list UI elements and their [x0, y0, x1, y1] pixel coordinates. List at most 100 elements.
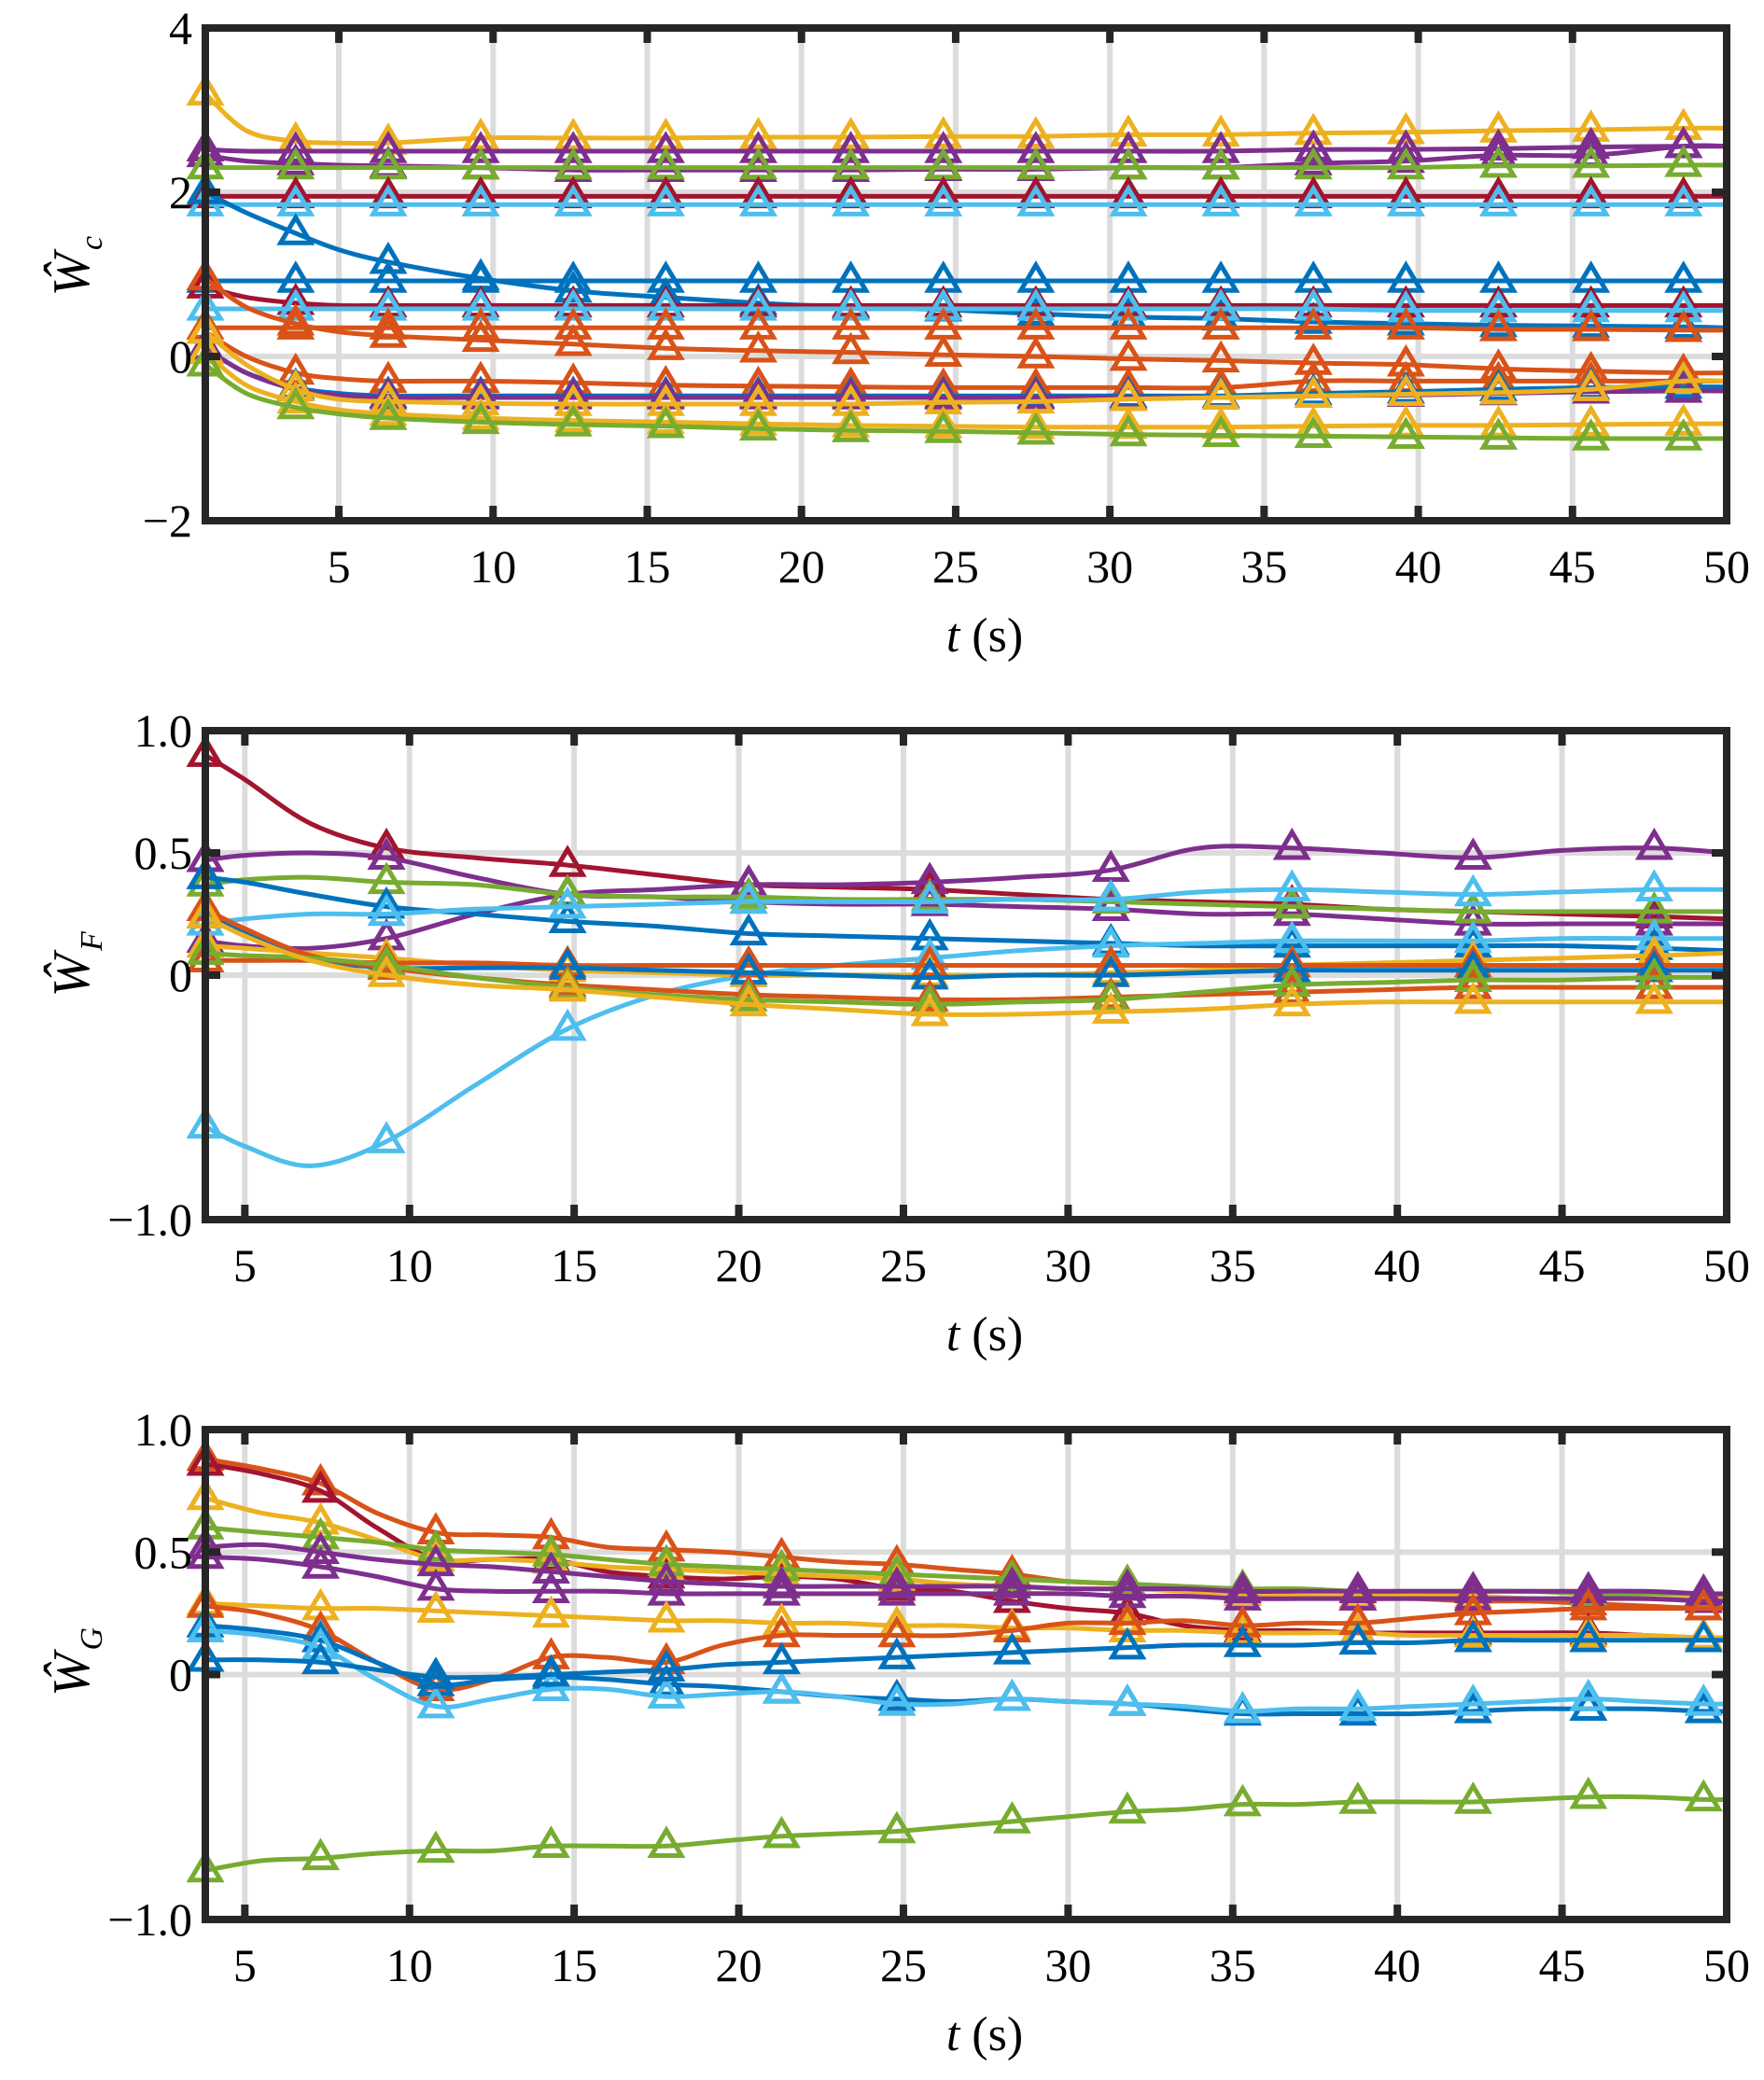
marker-triangle — [1386, 140, 1425, 174]
marker-triangle — [1478, 405, 1519, 438]
marker-triangle — [553, 270, 593, 303]
x-tick-label: 30 — [1044, 1239, 1091, 1291]
series-line-blue-2 — [203, 1638, 1727, 1681]
marker-triangle — [553, 384, 593, 416]
series-line-orange-1 — [203, 275, 1727, 376]
marker-triangle — [531, 1533, 570, 1567]
marker-triangle — [832, 331, 871, 365]
marker-triangle — [1453, 873, 1492, 907]
marker-triangle — [1572, 404, 1611, 437]
marker-triangle — [1453, 1578, 1492, 1611]
x-tick-label: 50 — [1703, 1239, 1750, 1291]
marker-triangle — [461, 288, 500, 321]
series-line-purple-1 — [203, 1542, 1727, 1597]
marker-triangle — [367, 893, 406, 927]
marker-triangle — [416, 1656, 455, 1689]
marker-triangle — [910, 979, 949, 1012]
marker-triangle — [1294, 375, 1333, 408]
marker-triangle — [992, 1678, 1031, 1711]
marker-triangle — [1294, 129, 1333, 161]
series-line-lightblue-2 — [203, 306, 1727, 314]
marker-triangle — [1294, 288, 1333, 321]
marker-triangle — [301, 1626, 341, 1660]
x-tick-label: 5 — [233, 1239, 257, 1291]
marker-triangle — [729, 913, 768, 946]
marker-triangle — [416, 1529, 455, 1562]
marker-triangle — [1223, 1605, 1262, 1638]
marker-triangle — [924, 184, 963, 216]
marker-triangle — [1664, 289, 1703, 323]
marker-triangle — [924, 116, 963, 148]
marker-triangle — [646, 184, 685, 216]
marker-triangle — [1572, 309, 1611, 342]
svg-text:F: F — [75, 930, 109, 952]
marker-triangle — [1478, 417, 1519, 450]
marker-triangle — [1223, 1690, 1262, 1724]
marker-triangle — [1569, 1678, 1608, 1711]
marker-triangle — [1109, 288, 1148, 321]
ticks: 5 10 15 20 25 30 35 40 45 50 −1.0 0 0.5 1.0 — [107, 705, 1750, 1291]
x-tick-label: 30 — [1044, 1939, 1091, 1991]
marker-triangle — [276, 288, 315, 321]
marker-triangle — [762, 1602, 801, 1636]
marker-triangle — [738, 288, 777, 321]
marker-triangle — [992, 1801, 1031, 1834]
x-tick-label: 25 — [880, 1239, 927, 1291]
marker-triangle — [1016, 412, 1056, 445]
marker-triangle — [1294, 307, 1333, 340]
marker-triangle — [1572, 418, 1611, 451]
marker-triangle — [1091, 979, 1130, 1012]
marker-triangle — [553, 307, 593, 340]
marker-triangle — [553, 404, 593, 437]
y-tick-label: −1.0 — [107, 1194, 192, 1246]
ticks: 5 10 15 20 25 30 35 40 45 50 −1.0 0 0.5 1.0 — [107, 1403, 1750, 1991]
x-tick-label: 5 — [328, 540, 351, 593]
marker-triangle — [461, 401, 500, 435]
svg-text:G: G — [75, 1627, 109, 1651]
marker-triangle — [1684, 1779, 1723, 1812]
marker-triangle — [1109, 307, 1148, 340]
marker-triangle — [1223, 1612, 1262, 1645]
marker-triangle — [553, 288, 593, 321]
marker-triangle — [1569, 1614, 1608, 1648]
y-tick-label: 0.5 — [134, 827, 193, 879]
x-tick-label: 15 — [624, 540, 671, 593]
markers-lightblue — [186, 1610, 1723, 1724]
marker-triangle — [1108, 1683, 1147, 1716]
y-tick-label: 2 — [169, 166, 192, 218]
marker-triangle — [1684, 1587, 1723, 1621]
x-tick-label: 25 — [880, 1939, 927, 1991]
marker-triangle — [1108, 1563, 1147, 1597]
marker-triangle — [832, 405, 871, 438]
x-tick-label: 50 — [1703, 1939, 1750, 1991]
marker-triangle — [1478, 184, 1519, 216]
x-tick-label: 40 — [1395, 540, 1442, 593]
marker-triangle — [1201, 414, 1240, 448]
markers-orange-2 — [186, 307, 1703, 342]
svg-text:Ŵ: Ŵ — [42, 949, 101, 997]
marker-triangle — [369, 360, 408, 394]
marker-triangle — [1386, 373, 1425, 407]
marker-triangle — [1091, 991, 1130, 1024]
marker-triangle — [1294, 360, 1333, 394]
marker-triangle — [1223, 1625, 1262, 1657]
marker-triangle — [1664, 184, 1703, 216]
marker-triangle — [548, 969, 587, 1002]
marker-triangle — [1664, 418, 1703, 451]
x-axis-label: t (s) — [946, 1308, 1023, 1361]
marker-triangle — [461, 184, 500, 216]
marker-triangle — [924, 334, 963, 367]
marker-triangle — [1453, 1781, 1492, 1814]
marker-triangle — [1453, 1690, 1492, 1724]
marker-triangle — [832, 184, 871, 216]
marker-triangle — [1478, 371, 1519, 405]
marker-triangle — [276, 213, 315, 245]
marker-triangle — [1223, 1783, 1262, 1817]
marker-triangle — [1453, 981, 1492, 1014]
marker-triangle — [924, 307, 963, 340]
marker-triangle — [1386, 307, 1425, 340]
marker-triangle — [647, 1676, 686, 1709]
marker-triangle — [1338, 1781, 1378, 1814]
marker-triangle — [548, 886, 587, 919]
marker-triangle — [1338, 1622, 1378, 1655]
